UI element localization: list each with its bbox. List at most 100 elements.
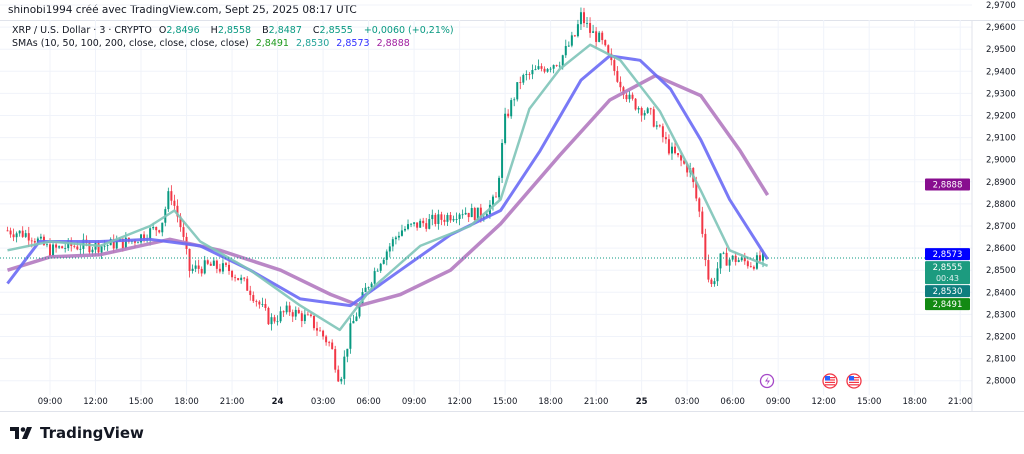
candle <box>337 369 340 382</box>
candle <box>670 146 673 154</box>
candle <box>413 222 416 224</box>
open-label: O <box>158 25 167 36</box>
candle <box>552 65 555 69</box>
candles <box>6 7 764 385</box>
candle <box>340 378 343 382</box>
candle <box>300 313 303 322</box>
candle <box>558 65 561 67</box>
candle <box>525 74 528 75</box>
candle <box>200 268 203 274</box>
candle <box>519 82 522 83</box>
candle <box>355 316 358 321</box>
y-tick-label: 2,8100 <box>986 355 1016 365</box>
candle <box>561 55 564 66</box>
candle <box>707 260 710 280</box>
candle <box>18 230 21 234</box>
candle <box>470 208 473 218</box>
close-value: 2,8555 <box>319 25 353 36</box>
sma200-price-badge <box>925 178 970 191</box>
candle <box>443 219 446 222</box>
y-tick-label: 2,8700 <box>986 222 1016 232</box>
candle <box>595 31 598 42</box>
candle <box>564 46 567 56</box>
candle <box>76 246 79 250</box>
candle <box>52 244 55 256</box>
candle <box>695 182 698 199</box>
candle <box>249 290 252 296</box>
candle <box>9 230 12 235</box>
candle <box>194 265 197 269</box>
candle <box>12 234 15 238</box>
candle <box>364 287 367 293</box>
candle <box>680 155 683 161</box>
sma50-price-badge <box>925 285 970 298</box>
candle <box>203 260 206 274</box>
candle <box>434 214 437 224</box>
x-tick-label: 21:00 <box>220 397 245 407</box>
ohlc-close: C2,8555 <box>313 25 357 36</box>
candle <box>306 314 309 316</box>
candle <box>158 230 161 233</box>
candle <box>55 244 58 248</box>
symbol-legend: XRP / U.S. Dollar · 3 · CRYPTO O2,8496 H… <box>12 24 458 37</box>
candle <box>625 94 628 100</box>
candle <box>628 94 631 100</box>
candle <box>367 287 370 289</box>
close-label: C <box>312 25 320 36</box>
y-tick-label: 2,8200 <box>986 333 1016 343</box>
candle <box>589 23 592 33</box>
candle <box>152 226 155 229</box>
candle <box>112 239 115 249</box>
candle <box>58 246 61 248</box>
candle <box>528 74 531 75</box>
y-tick-label: 2,9400 <box>986 67 1016 77</box>
flag-stripe <box>825 384 835 386</box>
candle <box>428 219 431 229</box>
sma100-badge-value: 2,8573 <box>933 250 963 260</box>
y-tick-label: 2,8400 <box>986 288 1016 298</box>
price-chart[interactable]: 2,8000 2,8100 2,8200 2,8300 2,8400 2,8500 2,86… <box>0 0 1024 420</box>
x-tick-label: 12:00 <box>811 397 836 407</box>
candle <box>73 245 76 247</box>
sma10-value: 2,8491 <box>255 38 289 49</box>
sma-label[interactable]: SMAs (10, 50, 100, 200, close, close, cl… <box>12 38 249 49</box>
candle <box>258 301 261 305</box>
lightning-event-icon <box>759 373 775 389</box>
candle <box>379 263 382 271</box>
candle <box>576 24 579 37</box>
candle <box>100 246 103 253</box>
candle <box>449 215 452 221</box>
legend: XRP / U.S. Dollar · 3 · CRYPTO O2,8496 H… <box>12 24 458 50</box>
candle <box>704 233 707 261</box>
sma10-price-badge <box>925 298 970 311</box>
candle <box>143 234 146 240</box>
tradingview-logo-icon <box>10 427 32 439</box>
y-tick-label: 2,9000 <box>986 156 1016 166</box>
candle <box>255 301 258 302</box>
logo-text: TradingView <box>40 424 144 442</box>
candle <box>246 278 249 291</box>
x-tick-label: 15:00 <box>857 397 882 407</box>
candle <box>601 32 604 41</box>
candle <box>282 311 285 313</box>
candle <box>376 270 379 272</box>
candle <box>400 230 403 236</box>
candle <box>495 196 498 198</box>
candle <box>504 113 507 144</box>
candle <box>570 35 573 46</box>
candle <box>437 214 440 224</box>
candle <box>749 266 752 268</box>
countdown-timer: 00:43 <box>936 274 959 283</box>
candle <box>473 208 476 220</box>
candle <box>419 220 422 228</box>
candle <box>212 260 215 266</box>
candle <box>79 248 82 250</box>
candle <box>136 242 139 244</box>
y-tick-label: 2,9100 <box>986 134 1016 144</box>
candle <box>334 349 337 370</box>
candle <box>30 240 33 242</box>
candle <box>288 305 291 313</box>
y-tick-label: 2,8900 <box>986 178 1016 188</box>
y-tick-label: 2,9500 <box>986 45 1016 55</box>
symbol-name[interactable]: XRP / U.S. Dollar · 3 · CRYPTO <box>12 25 152 36</box>
